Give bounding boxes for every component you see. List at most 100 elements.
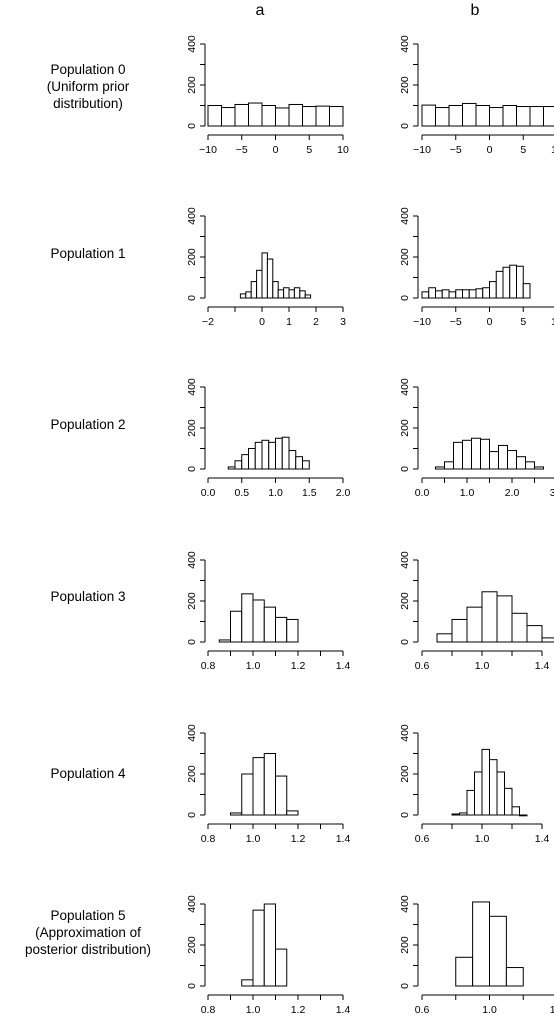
hist-5a-x-tick-label-4: 1.2 — [291, 1004, 306, 1016]
hist-1b-y-tick-label-2: 400 — [399, 207, 411, 225]
hist-1a-bar-6 — [272, 281, 279, 299]
row-label-1-line-1: Population 1 — [50, 246, 126, 261]
hist-2a-bar-0 — [227, 466, 236, 470]
hist-2b-bar-2 — [453, 441, 463, 470]
hist-4b-bar-2 — [466, 789, 475, 816]
hist-1b-bar-1 — [428, 287, 436, 299]
row-label-4-line-1: Population 4 — [50, 766, 126, 781]
row-label-5: Population 5 (Approximation of posterior… — [0, 907, 176, 958]
hist-4a-x-tick-label-4: 1.2 — [291, 833, 306, 845]
hist-1a-x-tick-label-5: 3 — [340, 316, 346, 328]
hist-0a-bar-7 — [302, 106, 317, 127]
hist-0a-y-tick-label-0: 0 — [186, 123, 198, 129]
hist-3a-bar-1 — [230, 610, 243, 643]
hist-0a-x-tick-label-4: 10 — [337, 144, 349, 156]
hist-3a-bar-0 — [218, 639, 231, 643]
hist-3b-bar-3 — [481, 591, 498, 643]
hist-3a-x-tick-label-0: 0.8 — [201, 660, 216, 672]
hist-4b-x-tick-label-2: 1.0 — [475, 833, 490, 845]
hist-1b-bar-9 — [482, 287, 490, 299]
hist-0a-x-tick-label-3: 5 — [306, 144, 312, 156]
hist-5b-bar-2 — [489, 915, 507, 987]
hist-4b-y-tick-label-0: 0 — [399, 812, 411, 818]
hist-1a-bar-4 — [261, 252, 268, 299]
hist-1a-bar-10 — [293, 287, 301, 299]
hist-0a-bar-6 — [288, 103, 303, 127]
hist-3b-bar-5 — [511, 612, 528, 643]
hist-1a-bar-12 — [304, 294, 312, 299]
row-label-0: Population 0 (Uniform prior distribution… — [0, 61, 176, 112]
hist-5a-y-tick-label-2: 400 — [186, 895, 198, 913]
hist-3b-bar-2 — [466, 606, 483, 643]
hist-0b-bar-3 — [462, 102, 477, 127]
column-header-b: b — [470, 2, 480, 19]
row-label-5-line-3: posterior distribution) — [24, 942, 152, 957]
hist-4b-x-tick-label-4: 1.4 — [535, 833, 550, 845]
hist-1b-y-tick-label-1: 200 — [399, 248, 411, 266]
hist-1a-x-tick-label-3: 1 — [286, 316, 292, 328]
hist-0a-bar-4 — [261, 105, 276, 127]
hist-1a-bar-1 — [245, 291, 252, 299]
hist-2b-bar-7 — [498, 444, 508, 470]
hist-5b-x-tick-label-4: 1.4 — [550, 1004, 554, 1016]
hist-4b-bar-8 — [511, 806, 520, 816]
hist-1b-x-tick-label-0: −10 — [413, 316, 431, 328]
hist-1a-bar-8 — [283, 287, 290, 299]
hist-4b-bar-7 — [504, 787, 513, 816]
hist-2b-y-tick-label-1: 200 — [399, 419, 411, 437]
hist-0b-bar-1 — [435, 107, 450, 127]
hist-3a-bar-6 — [286, 618, 299, 643]
hist-0b-x-tick-label-2: 0 — [487, 144, 493, 156]
hist-0b-bar-2 — [448, 105, 463, 127]
hist-1a-bar-3 — [256, 269, 263, 299]
hist-0b-bar-8 — [529, 106, 544, 127]
hist-0b-x-tick-label-3: 5 — [520, 144, 526, 156]
hist-2b-y-tick-label-0: 0 — [399, 466, 411, 472]
hist-2a-bar-8 — [281, 436, 290, 470]
hist-4a-bar-5 — [286, 810, 299, 816]
hist-0b-y-tick-label-1: 200 — [399, 76, 411, 94]
hist-3b-y-tick-label-1: 200 — [399, 592, 411, 610]
hist-4a-bar-2 — [252, 757, 265, 816]
hist-4b-x-tick-label-0: 0.6 — [415, 833, 430, 845]
hist-1b-bar-4 — [448, 291, 457, 299]
hist-3b-bar-7 — [541, 637, 554, 643]
hist-0b-bar-4 — [475, 105, 490, 127]
hist-4b-bar-3 — [474, 771, 483, 816]
hist-1a-bar-9 — [288, 289, 295, 299]
hist-2a-y-tick-label-2: 400 — [186, 378, 198, 396]
hist-1b-bar-11 — [495, 270, 504, 299]
hist-2b-bar-3 — [462, 439, 472, 470]
hist-5b-y-tick-label-0: 0 — [399, 983, 411, 989]
hist-2b-bar-6 — [489, 451, 499, 470]
hist-0b-y-tick-label-2: 400 — [399, 35, 411, 53]
hist-3a-x-tick-label-2: 1.0 — [246, 660, 261, 672]
hist-1b-bar-7 — [468, 289, 477, 299]
hist-1b-bar-2 — [435, 290, 443, 299]
hist-0a-y-tick-label-1: 200 — [186, 76, 198, 94]
hist-0b-bar-7 — [516, 106, 531, 127]
hist-0b-bar-5 — [489, 107, 504, 127]
hist-0b-x-tick-label-1: −5 — [450, 144, 462, 156]
hist-2a-bar-7 — [275, 437, 283, 470]
hist-0a-bar-1 — [221, 107, 236, 127]
hist-5b-y-tick-label-1: 200 — [399, 936, 411, 954]
hist-2a-bar-4 — [254, 441, 263, 470]
hist-2a-y-tick-label-0: 0 — [186, 466, 198, 472]
hist-0a-x-tick-label-2: 0 — [273, 144, 279, 156]
hist-1a-bar-7 — [277, 289, 285, 299]
hist-2b-bar-1 — [444, 461, 454, 470]
hist-5a-y-tick-label-0: 0 — [186, 983, 198, 989]
hist-0a-x-tick-label-0: −10 — [199, 144, 217, 156]
hist-2b-bar-8 — [507, 450, 517, 470]
hist-2a-bar-11 — [302, 460, 310, 470]
hist-1b-bar-14 — [516, 265, 524, 299]
hist-2b-bar-0 — [435, 466, 445, 470]
hist-0b-bar-0 — [421, 104, 436, 127]
hist-2b-bar-9 — [516, 456, 526, 470]
hist-4a-y-tick-label-1: 200 — [186, 765, 198, 783]
hist-0a-x-tick-label-1: −5 — [236, 144, 248, 156]
hist-3b-x-tick-label-0: 0.6 — [415, 660, 430, 672]
